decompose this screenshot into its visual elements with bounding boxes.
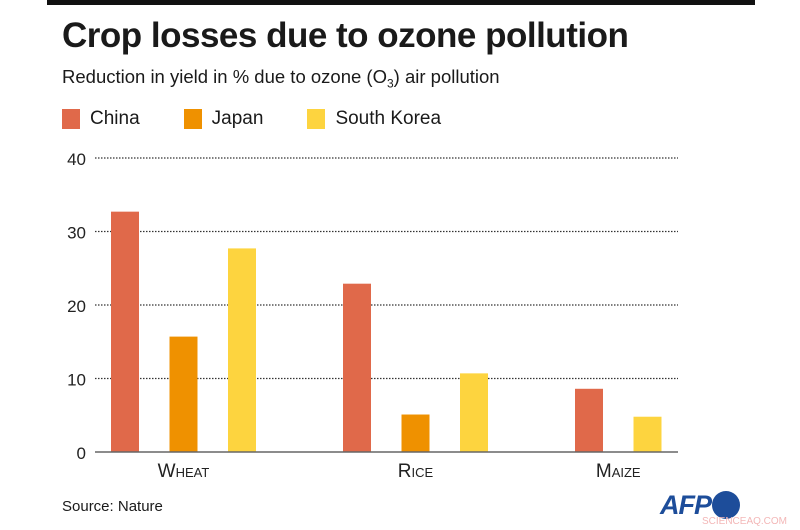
x-tick-label: Rice xyxy=(398,461,434,482)
legend-swatch xyxy=(183,109,202,129)
y-tick-label: 0 xyxy=(77,444,86,463)
chart-title: Crop losses due to ozone pollution xyxy=(62,16,629,55)
y-tick-label: 30 xyxy=(67,224,86,243)
bar-south-korea-wheat xyxy=(228,248,256,452)
bar-japan-wheat xyxy=(169,336,198,452)
subtitle-text-end: ) air pollution xyxy=(393,66,500,87)
chart-subtitle: Reduction in yield in % due to ozone (O3… xyxy=(62,66,500,91)
subtitle-subscript: 3 xyxy=(386,76,394,91)
legend-item-japan: Japan xyxy=(183,108,264,130)
bar-china-wheat xyxy=(111,211,139,452)
watermark: SCIENCEAQ.COM xyxy=(702,516,788,527)
top-rule xyxy=(47,0,755,5)
legend-label: South Korea xyxy=(335,108,442,129)
afp-logo-dot xyxy=(712,491,740,519)
source-note: Source: Nature xyxy=(62,498,163,515)
legend-item-china: China xyxy=(62,108,140,130)
x-tick-label: Maize xyxy=(596,461,641,482)
legend-swatch xyxy=(62,109,80,129)
legend-item-south-korea: South Korea xyxy=(307,108,441,130)
legend: China Japan South Korea xyxy=(62,108,485,130)
x-tick-label: Wheat xyxy=(158,461,210,482)
bar-south-korea-rice xyxy=(460,373,488,452)
bar-china-rice xyxy=(343,283,371,452)
subtitle-text: Reduction in yield in % due to ozone (O xyxy=(62,66,387,87)
bar-south-korea-maize xyxy=(633,416,662,452)
legend-label: Japan xyxy=(211,108,264,129)
legend-label: China xyxy=(90,108,140,129)
afp-logo: AFP xyxy=(660,490,712,520)
y-tick-label: 20 xyxy=(67,297,86,316)
y-tick-label: 10 xyxy=(67,371,86,390)
legend-swatch xyxy=(307,109,326,129)
bar-china-maize xyxy=(575,388,603,452)
bar-japan-rice xyxy=(401,414,430,452)
y-tick-label: 40 xyxy=(67,150,86,169)
